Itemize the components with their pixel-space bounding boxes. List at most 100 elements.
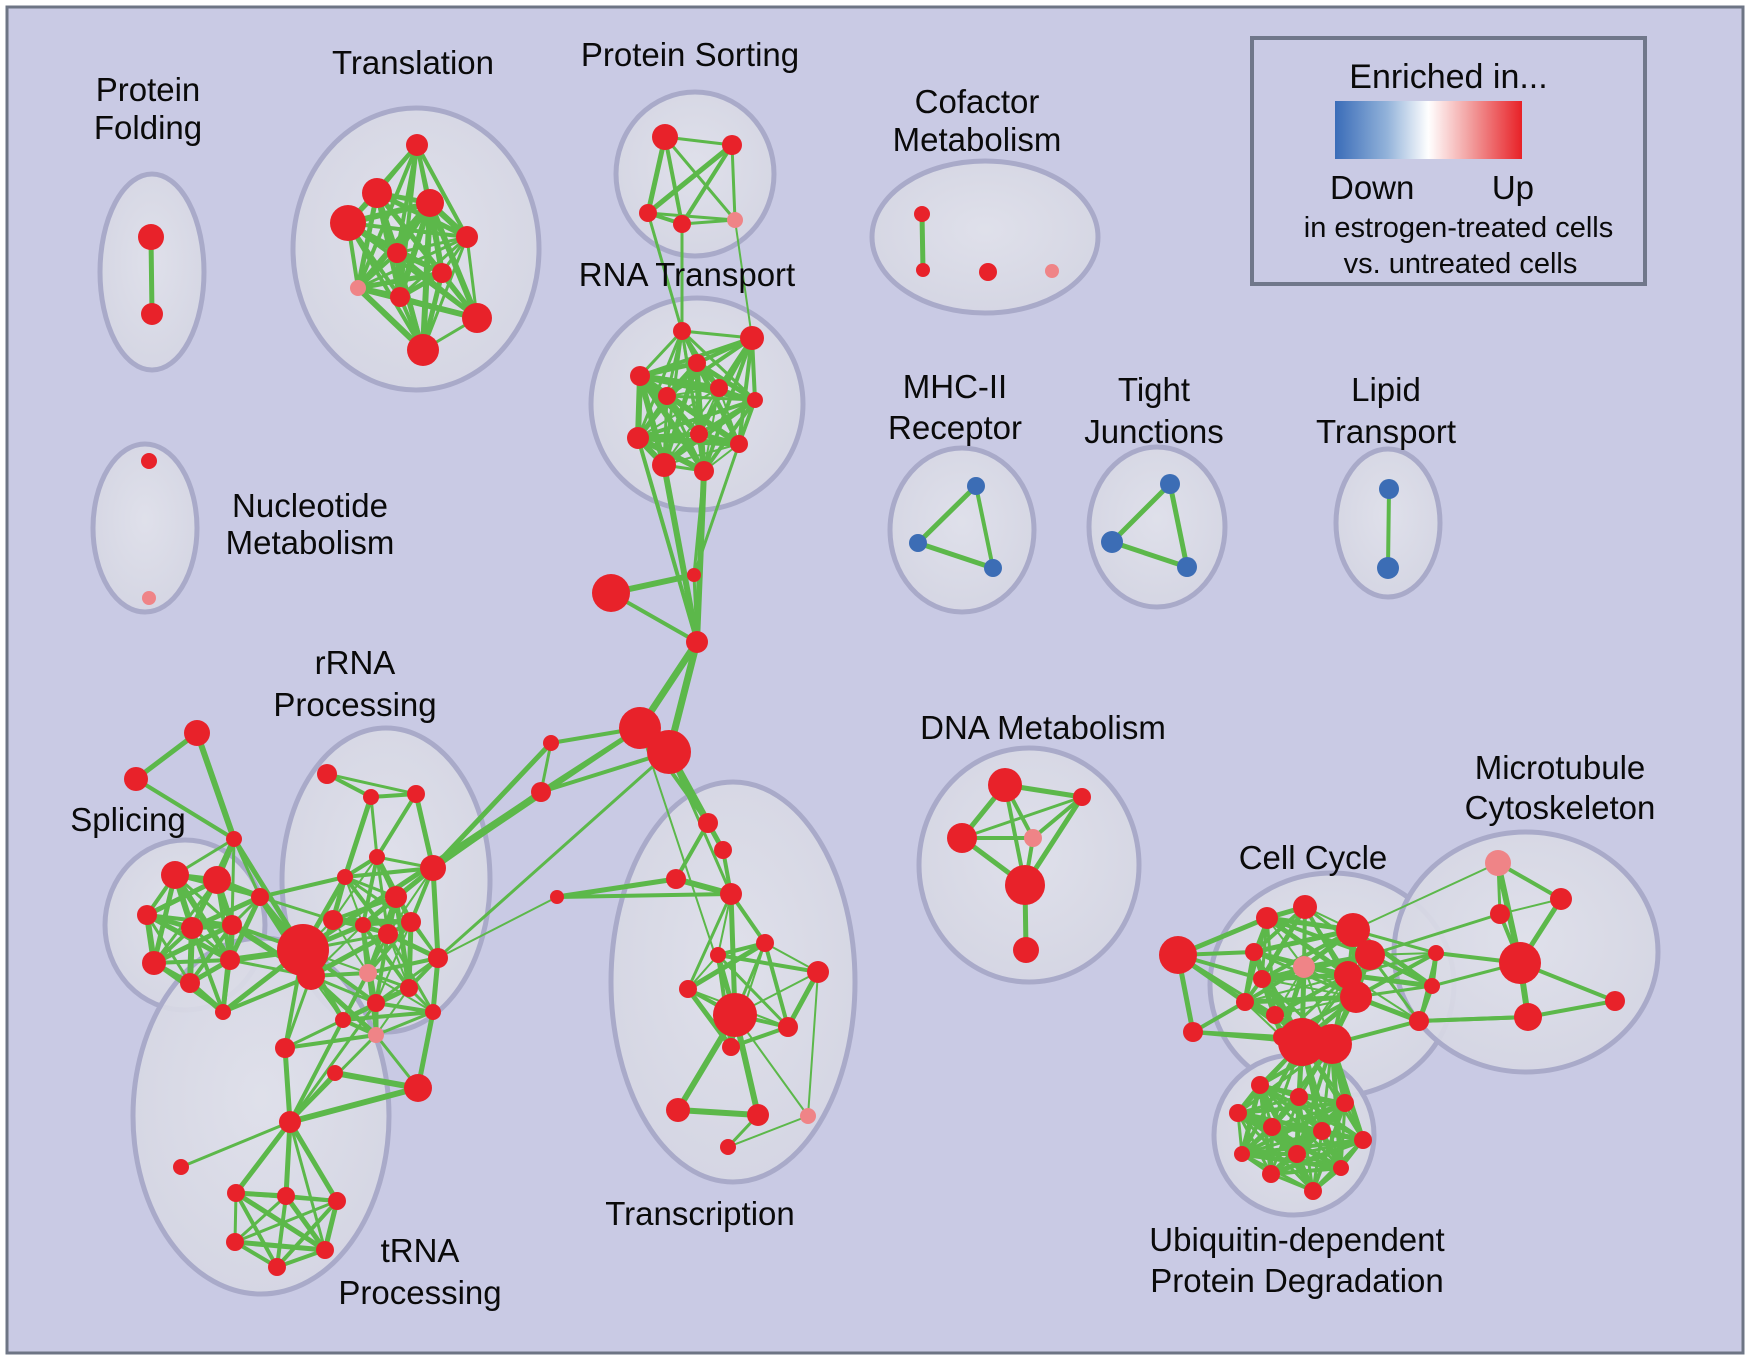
node-rt11[interactable]	[694, 461, 714, 481]
node-rr10[interactable]	[401, 912, 421, 932]
node-cc8[interactable]	[1236, 993, 1254, 1011]
node-dm5[interactable]	[1013, 937, 1039, 963]
node-nm1[interactable]	[142, 591, 156, 605]
node-cc2[interactable]	[1336, 913, 1370, 947]
node-ub8[interactable]	[1288, 1145, 1306, 1163]
node-cf0[interactable]	[914, 206, 930, 222]
node-sp6[interactable]	[180, 973, 200, 993]
node-rt10[interactable]	[652, 453, 676, 477]
node-tn2[interactable]	[328, 1192, 346, 1210]
node-mt0[interactable]	[1550, 888, 1572, 910]
node-rt6[interactable]	[747, 392, 763, 408]
node-rr6[interactable]	[385, 886, 407, 908]
node-sp2[interactable]	[137, 905, 157, 925]
node-cf1[interactable]	[916, 263, 930, 277]
node-rr5[interactable]	[420, 855, 446, 881]
node-sp5[interactable]	[142, 951, 166, 975]
node-rr0[interactable]	[317, 764, 337, 784]
node-tj0[interactable]	[1160, 474, 1180, 494]
node-tr10[interactable]	[407, 334, 439, 366]
node-rt1[interactable]	[740, 326, 764, 350]
node-rr11[interactable]	[359, 964, 377, 982]
node-cn4[interactable]	[647, 730, 691, 774]
node-tnB[interactable]	[404, 1074, 432, 1102]
node-rt9[interactable]	[730, 435, 748, 453]
node-tc13[interactable]	[720, 1139, 736, 1155]
node-ps3[interactable]	[673, 215, 691, 233]
node-rr15[interactable]	[425, 1004, 441, 1020]
node-ccB1[interactable]	[1278, 1018, 1326, 1066]
node-ub5[interactable]	[1313, 1122, 1331, 1140]
node-spT0[interactable]	[184, 720, 210, 746]
node-rr7[interactable]	[323, 910, 343, 930]
node-mh2[interactable]	[984, 559, 1002, 577]
node-ub7[interactable]	[1234, 1146, 1250, 1162]
node-rr2[interactable]	[407, 785, 425, 803]
node-tn1[interactable]	[277, 1187, 295, 1205]
node-tc12[interactable]	[800, 1108, 816, 1124]
node-spT2[interactable]	[226, 831, 242, 847]
node-rt8[interactable]	[627, 427, 649, 449]
node-ccL2[interactable]	[1183, 1022, 1203, 1042]
node-dm1[interactable]	[1073, 788, 1091, 806]
node-cf3[interactable]	[1045, 264, 1059, 278]
node-cn2[interactable]	[686, 631, 708, 653]
node-ub2[interactable]	[1336, 1094, 1354, 1112]
node-tr0[interactable]	[406, 134, 428, 156]
node-sp9[interactable]	[215, 1004, 231, 1020]
node-tc5[interactable]	[710, 947, 726, 963]
node-lp0[interactable]	[1379, 479, 1399, 499]
node-sp8[interactable]	[251, 888, 269, 906]
node-rt3[interactable]	[630, 366, 650, 386]
node-ps1[interactable]	[722, 135, 742, 155]
node-tj2[interactable]	[1177, 557, 1197, 577]
node-ub6[interactable]	[1354, 1131, 1372, 1149]
node-rt0[interactable]	[673, 322, 691, 340]
node-ccB2[interactable]	[1312, 1024, 1352, 1064]
node-dm2[interactable]	[947, 823, 977, 853]
node-cc9[interactable]	[1266, 1006, 1284, 1024]
node-sp7[interactable]	[220, 950, 240, 970]
node-mtH[interactable]	[1499, 942, 1541, 984]
node-mh0[interactable]	[967, 477, 985, 495]
node-tc4[interactable]	[756, 934, 774, 952]
node-tnH[interactable]	[279, 1111, 301, 1133]
node-rt4[interactable]	[710, 379, 728, 397]
node-ps4[interactable]	[727, 212, 743, 228]
node-ccL[interactable]	[1159, 936, 1197, 974]
node-tr4[interactable]	[456, 226, 478, 248]
node-tr8[interactable]	[390, 287, 410, 307]
node-tn4[interactable]	[316, 1241, 334, 1259]
node-rr9[interactable]	[378, 924, 398, 944]
node-ub10[interactable]	[1333, 1160, 1349, 1176]
node-rr3[interactable]	[369, 849, 385, 865]
node-lp1[interactable]	[1377, 557, 1399, 579]
node-ub4[interactable]	[1263, 1118, 1281, 1136]
node-mt3[interactable]	[1605, 991, 1625, 1011]
node-rr4[interactable]	[337, 869, 353, 885]
node-cc0[interactable]	[1293, 895, 1317, 919]
node-tn3[interactable]	[226, 1233, 244, 1251]
node-ps0[interactable]	[652, 124, 678, 150]
node-rr14[interactable]	[367, 994, 385, 1012]
node-cf2[interactable]	[979, 263, 997, 281]
node-nm0[interactable]	[141, 453, 157, 469]
node-tcH[interactable]	[713, 993, 757, 1037]
node-tc1[interactable]	[714, 841, 732, 859]
node-mtS2[interactable]	[1424, 978, 1440, 994]
node-cc4[interactable]	[1355, 940, 1385, 970]
node-cn6[interactable]	[531, 782, 551, 802]
node-cc1[interactable]	[1256, 907, 1278, 929]
node-rr12[interactable]	[428, 948, 448, 968]
node-rr16[interactable]	[335, 1012, 351, 1028]
node-ub1[interactable]	[1290, 1088, 1308, 1106]
node-mtP[interactable]	[1485, 850, 1511, 876]
node-rr8[interactable]	[355, 917, 371, 933]
node-tc8[interactable]	[778, 1017, 798, 1037]
node-tc2[interactable]	[666, 869, 686, 889]
node-rr13[interactable]	[400, 979, 418, 997]
node-tc6[interactable]	[807, 961, 829, 983]
node-tc11[interactable]	[747, 1104, 769, 1126]
node-tc0[interactable]	[698, 813, 718, 833]
node-cn7[interactable]	[550, 890, 564, 904]
